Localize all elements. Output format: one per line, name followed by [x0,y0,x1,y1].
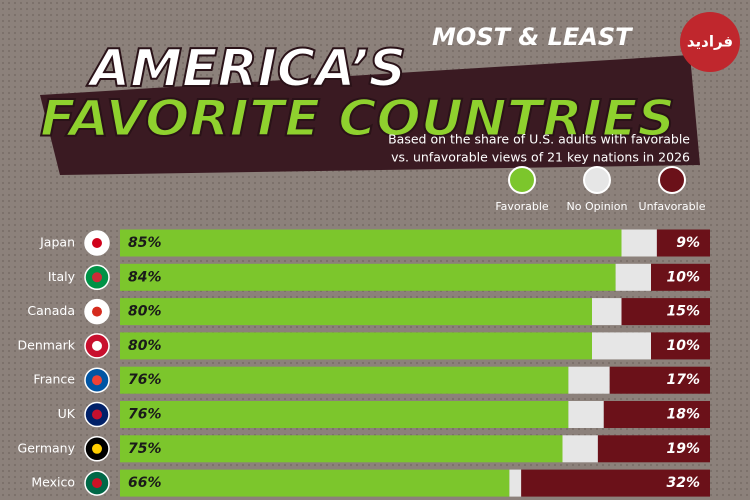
bar-segment [568,401,604,428]
flag-detail [92,306,102,317]
bar-segment [609,366,710,394]
value-label: 15% [666,304,700,320]
legend-icon [658,166,686,194]
logo: فرادید [687,33,733,51]
bar-segment [120,298,592,326]
title-line2: FAVORITE COUNTRIES [40,90,675,148]
bar-segment [568,366,610,394]
bar-segment [120,332,592,360]
bar-segment [651,263,710,291]
value-label: 85% [128,235,162,251]
y-tick-label: Germany [18,440,76,455]
y-tick-label: Canada [27,303,75,318]
y-tick-label: Japan [39,235,75,250]
value-label: 19% [666,441,700,457]
legend-label: Favorable [495,200,549,213]
legend-label: Unfavorable [639,200,706,213]
flag-detail [92,340,102,351]
bar-segment [120,469,510,497]
legend-icon [508,166,536,194]
value-label: 84% [128,269,162,285]
bar-segment [120,401,569,428]
bar-segment [615,263,651,291]
bar-segment [592,332,651,360]
title-shadow [40,55,700,175]
flag-detail [92,238,102,248]
bar-segment [656,229,710,257]
legend-icon [583,166,611,194]
bar-segment [120,435,563,463]
bar-segment [521,469,710,497]
value-label: 66% [128,475,162,491]
value-label: 9% [676,235,700,251]
bar-segment [509,469,522,497]
flag-detail [92,443,102,454]
value-label: 10% [666,338,700,354]
value-label: 75% [128,441,162,457]
subtitle: vs. unfavorable views of 21 key nations … [391,150,690,165]
bar-segment [120,366,569,394]
flag-detail [92,272,102,283]
bar-segment [597,435,710,463]
bar-segment [120,263,616,291]
title-line1: AMERICA’S [86,39,406,99]
y-tick-label: UK [58,406,76,421]
subtitle: Based on the share of U.S. adults with f… [388,132,690,147]
bar-segment [651,332,710,360]
bar-segment [621,229,657,257]
value-label: 10% [666,269,700,285]
bar-segment [621,298,710,326]
value-label: 32% [666,475,700,491]
bar-segment [562,435,598,463]
value-label: 18% [666,407,700,423]
bar-segment [592,298,622,326]
title-tag: MOST & LEAST [432,23,633,51]
value-label: 17% [666,372,700,388]
bar-segment [603,401,710,428]
legend-label: No Opinion [567,200,628,213]
y-tick-label: Denmark [18,337,76,352]
y-tick-label: Italy [48,269,76,284]
flag-detail [92,478,102,489]
flag-detail [92,409,102,420]
value-label: 76% [128,372,162,388]
y-tick-label: France [33,372,75,387]
value-label: 76% [128,407,162,423]
bar-segment [120,229,622,257]
y-tick-label: Mexico [31,475,75,490]
flag-detail [92,375,102,386]
value-label: 80% [128,304,162,320]
logo-badge [680,12,740,72]
value-label: 80% [128,338,162,354]
